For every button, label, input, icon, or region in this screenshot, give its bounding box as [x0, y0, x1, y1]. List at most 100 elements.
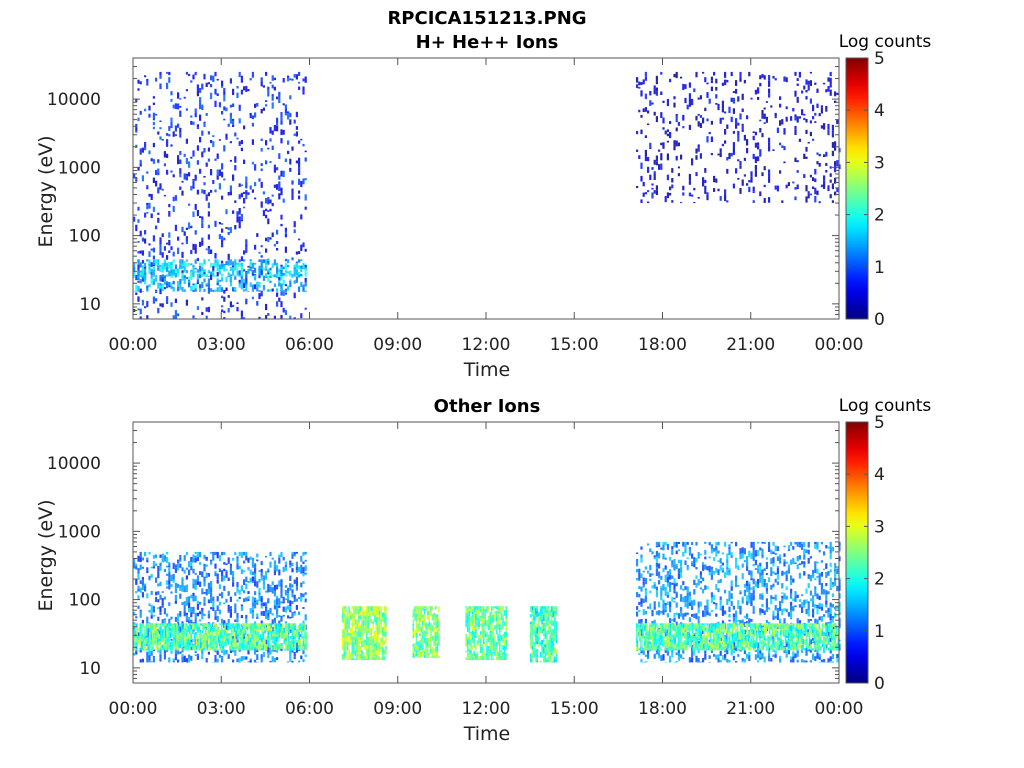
data-cell	[658, 563, 661, 569]
data-cell	[232, 88, 235, 95]
data-cell	[724, 648, 727, 653]
data-cell	[285, 649, 287, 651]
data-cell	[150, 271, 153, 276]
data-cell	[353, 609, 355, 612]
data-cell	[539, 630, 542, 634]
data-cell	[200, 623, 202, 626]
data-cell	[240, 219, 243, 222]
data-cell	[207, 599, 210, 604]
data-cell	[152, 96, 155, 99]
data-cell	[761, 575, 764, 581]
data-cell	[434, 631, 437, 636]
data-cell	[664, 196, 667, 203]
data-cell	[247, 581, 250, 583]
data-cell	[179, 159, 182, 164]
data-cell	[148, 655, 151, 661]
data-cell	[530, 624, 532, 629]
data-cell	[430, 636, 432, 643]
data-cell	[243, 198, 246, 204]
data-cell	[295, 126, 298, 130]
data-cell	[161, 233, 164, 237]
data-cell	[208, 642, 210, 645]
data-cell	[139, 159, 142, 164]
data-cell	[189, 627, 191, 632]
data-cell	[234, 290, 237, 292]
data-cell	[241, 632, 244, 638]
data-cell	[304, 598, 307, 603]
data-cell	[144, 238, 147, 244]
data-cell	[675, 593, 678, 598]
data-cell	[304, 76, 307, 83]
data-cell	[267, 616, 270, 620]
data-cell	[500, 607, 503, 613]
data-cell	[243, 631, 246, 637]
data-cell	[260, 138, 263, 141]
data-cell	[224, 631, 226, 636]
data-cell	[721, 100, 724, 103]
data-cell	[430, 613, 432, 617]
data-cell	[146, 567, 149, 571]
data-cell	[177, 561, 180, 564]
data-cell	[161, 601, 164, 606]
data-cell	[295, 251, 298, 255]
data-cell	[763, 198, 766, 203]
data-cell	[549, 614, 551, 617]
data-cell	[209, 639, 212, 644]
data-cell	[158, 626, 161, 631]
data-cell	[302, 86, 305, 92]
data-cell	[471, 645, 474, 650]
data-cell	[748, 652, 751, 656]
data-cell	[243, 289, 246, 292]
data-cell	[476, 606, 479, 610]
data-cell	[150, 634, 153, 640]
data-cell	[170, 265, 173, 268]
data-cell	[779, 170, 782, 174]
data-cell	[176, 627, 178, 632]
data-cell	[269, 628, 271, 631]
data-cell	[644, 107, 647, 112]
data-cell	[245, 190, 248, 195]
data-cell	[688, 546, 691, 550]
data-cell	[212, 607, 215, 611]
data-cell	[298, 238, 301, 241]
data-cell	[505, 622, 507, 628]
data-cell	[434, 636, 437, 642]
data-cell	[190, 557, 193, 562]
data-cell	[412, 646, 415, 653]
data-cell	[155, 645, 157, 651]
data-cell	[146, 259, 149, 262]
data-cell	[533, 624, 535, 631]
data-cell	[710, 569, 713, 572]
data-cell	[719, 565, 722, 571]
data-cell	[166, 573, 169, 576]
data-cell	[240, 256, 243, 262]
data-cell	[230, 635, 233, 642]
data-cell	[669, 585, 672, 589]
data-cell	[150, 262, 153, 267]
data-cell	[163, 635, 165, 641]
data-cell	[232, 103, 235, 107]
data-cell	[302, 645, 305, 651]
data-cell	[265, 303, 268, 311]
data-cell	[655, 595, 658, 598]
data-cell	[757, 660, 760, 663]
data-cell	[549, 631, 551, 636]
data-cell	[655, 545, 658, 548]
data-cell	[426, 653, 429, 658]
data-cell	[688, 549, 691, 556]
data-cell	[293, 554, 296, 557]
data-cell	[295, 580, 298, 587]
data-cell	[691, 644, 694, 648]
data-cell	[196, 600, 199, 605]
data-cell	[770, 657, 773, 662]
data-cell	[144, 626, 146, 633]
data-cell	[697, 97, 700, 100]
data-cell	[434, 641, 437, 647]
data-cell	[193, 649, 196, 651]
data-cell	[638, 593, 641, 598]
data-cell	[148, 251, 151, 257]
data-cell	[179, 259, 182, 263]
data-cell	[699, 153, 702, 159]
data-cell	[189, 645, 191, 649]
data-cell	[223, 106, 226, 111]
